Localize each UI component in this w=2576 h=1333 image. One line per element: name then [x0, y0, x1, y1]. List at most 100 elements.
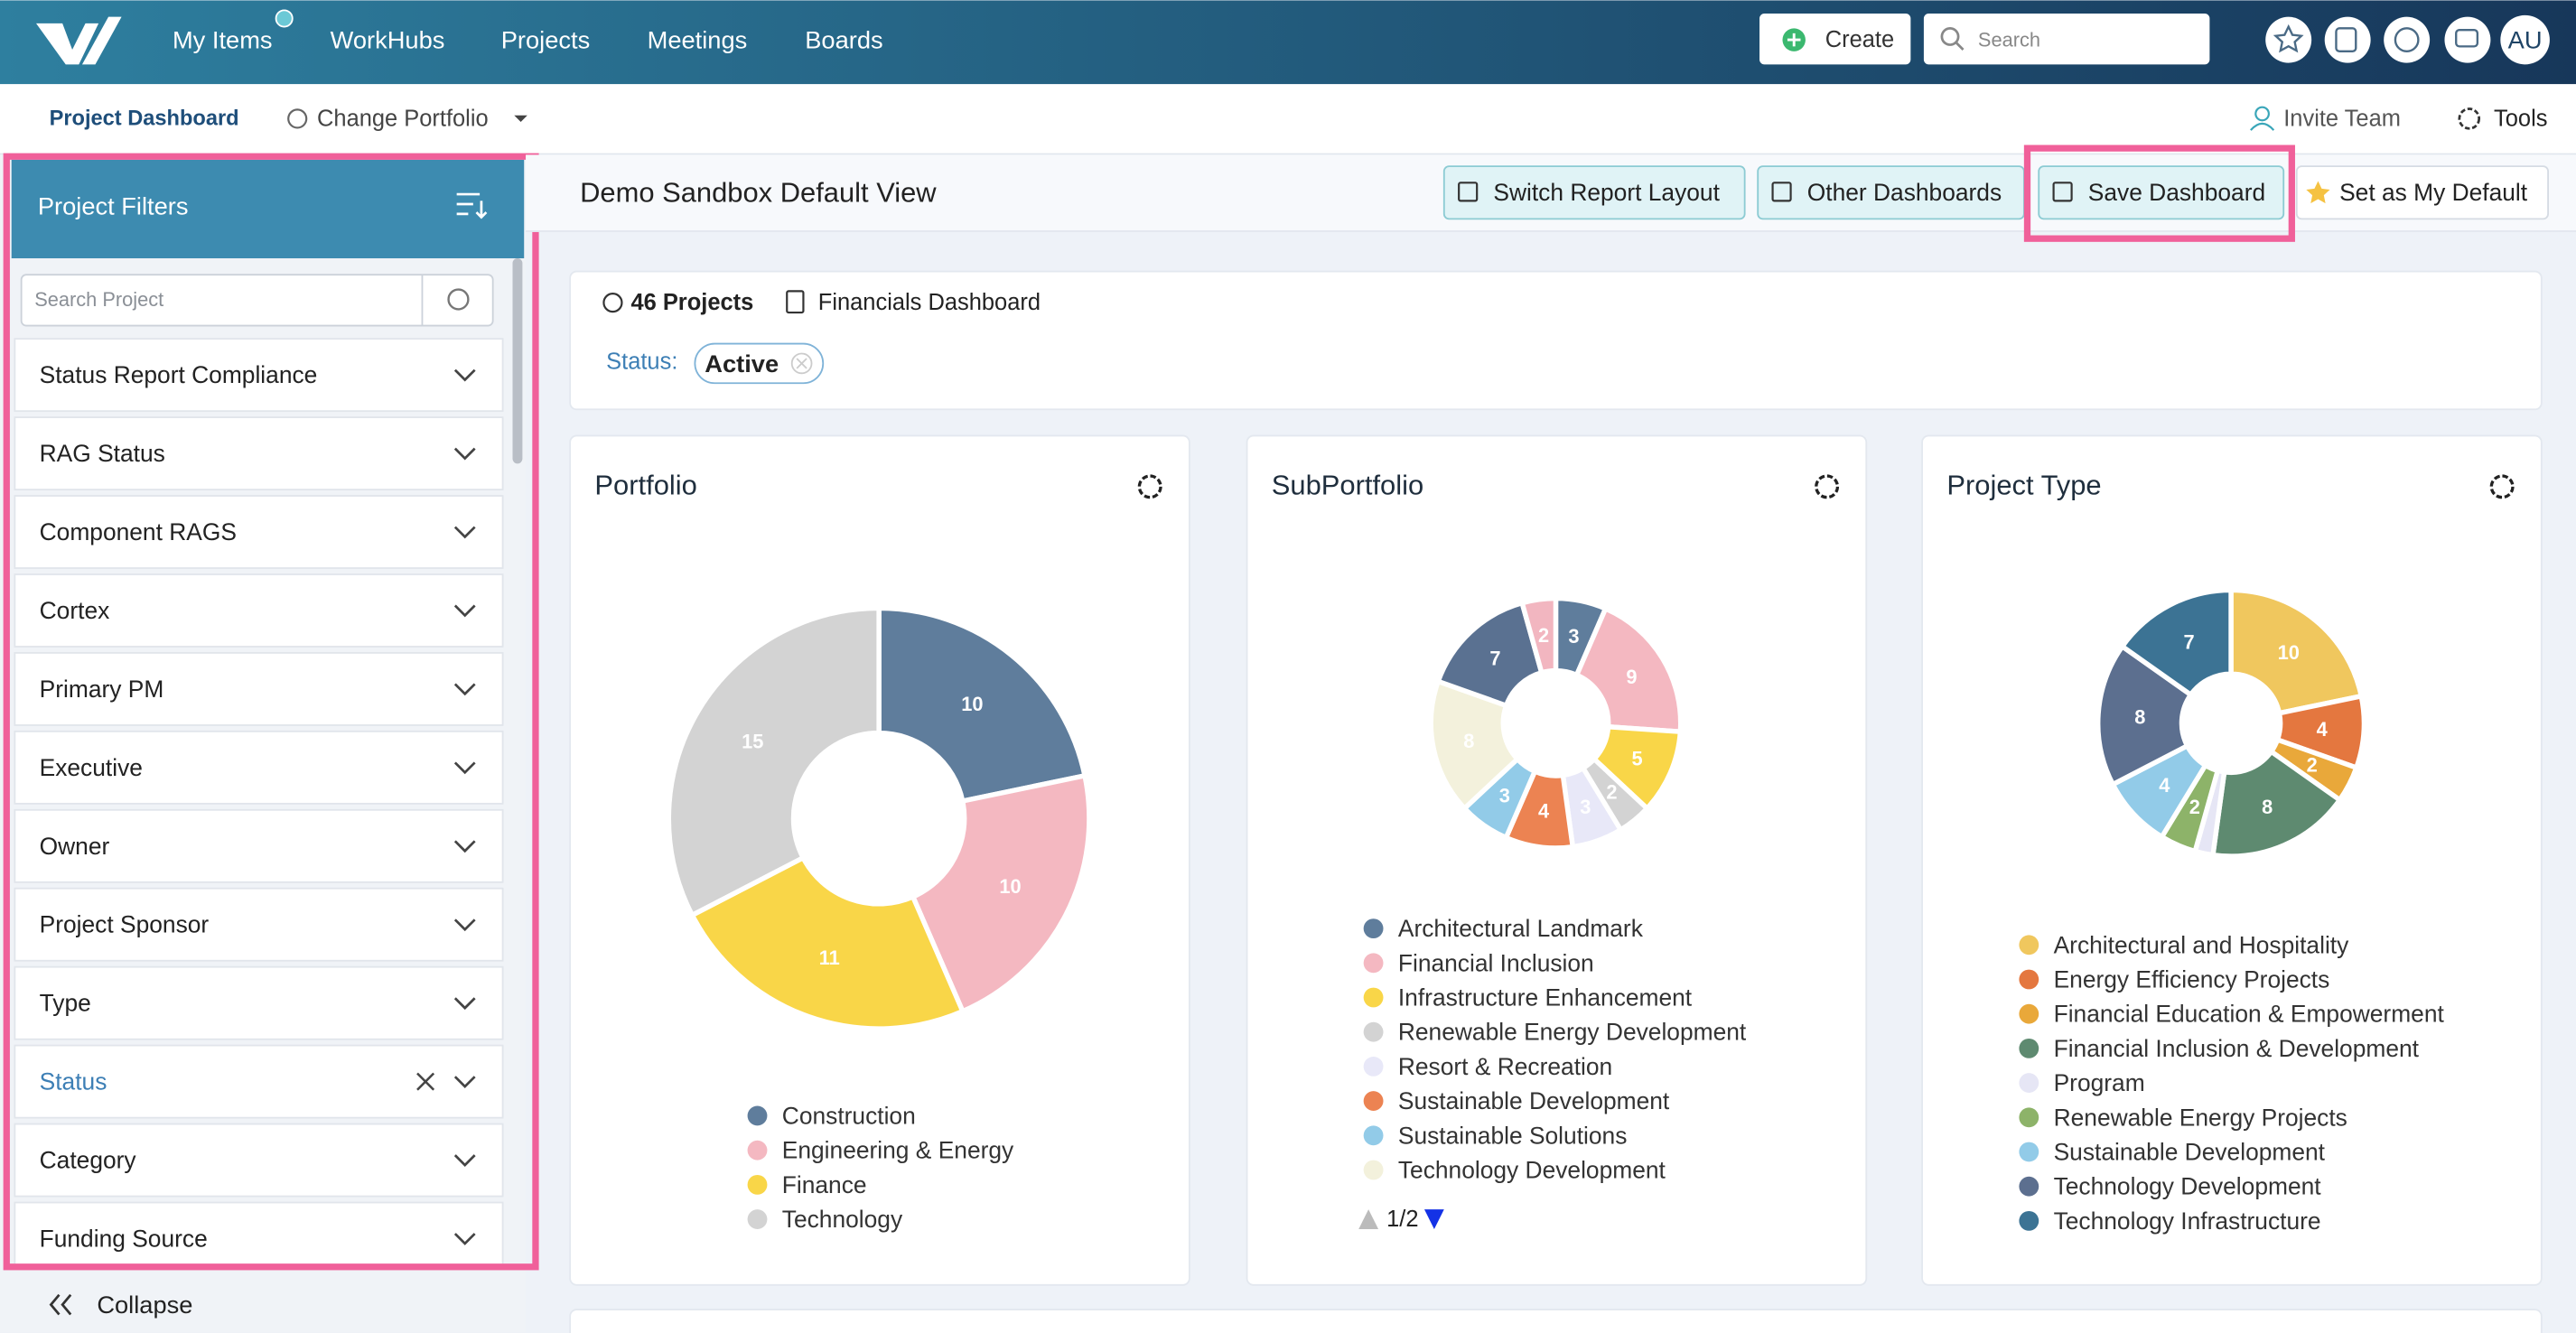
slice-label: 2	[2189, 796, 2200, 818]
search-box[interactable]	[1923, 13, 2210, 65]
header-button[interactable]	[1442, 165, 1746, 220]
filter-row[interactable]	[14, 1044, 504, 1119]
filter-row[interactable]	[14, 730, 504, 805]
logo[interactable]	[36, 16, 122, 65]
invite-team[interactable]: Invite Team	[2283, 106, 2401, 131]
tools[interactable]: Tools	[2494, 106, 2547, 131]
header-button[interactable]	[2295, 165, 2549, 220]
legend-label[interactable]: Sustainable Development	[2054, 1138, 2326, 1165]
search-button[interactable]	[447, 288, 470, 311]
chip-x	[796, 358, 807, 369]
filter-row[interactable]	[14, 495, 504, 569]
settings-icon[interactable]	[1137, 474, 1162, 499]
legend-label[interactable]: Technology Infrastructure	[2054, 1207, 2321, 1235]
filter-row[interactable]	[14, 1123, 504, 1198]
legend-label[interactable]: Program	[2054, 1069, 2145, 1096]
filter-row[interactable]	[14, 808, 504, 883]
legend-label[interactable]: Financial Education & Empowerment	[2054, 1001, 2445, 1028]
clear-filter[interactable]	[416, 1072, 435, 1091]
legend-prev[interactable]	[1358, 1209, 1379, 1229]
collapse[interactable]: Collapse	[97, 1291, 192, 1319]
user-initials: AU	[2508, 26, 2543, 54]
legend-label[interactable]: Finance	[782, 1171, 867, 1198]
legend-label[interactable]: Energy Efficiency Projects	[2054, 965, 2330, 993]
nav-item[interactable]: Boards	[805, 26, 882, 54]
pie-slice	[910, 773, 1092, 1014]
filter-row[interactable]	[14, 573, 504, 648]
switch-icon[interactable]	[2324, 16, 2371, 63]
filter-row[interactable]	[14, 1201, 504, 1274]
help-icon[interactable]	[2384, 16, 2431, 63]
legend-label[interactable]: Architectural and Hospitality	[2054, 931, 2350, 958]
legend-label[interactable]: Architectural Landmark	[1398, 915, 1644, 942]
legend-swatch	[747, 1209, 768, 1229]
star	[2273, 23, 2304, 53]
legend-swatch	[2019, 1210, 2039, 1231]
search-placeholder: Search	[1978, 29, 2040, 51]
chat-icon[interactable]	[2444, 16, 2491, 63]
chat-glyph	[2455, 29, 2479, 48]
invite-icon-body	[2250, 122, 2275, 131]
legend-label[interactable]: Technology Development	[1398, 1156, 1666, 1183]
legend-swatch	[2019, 935, 2039, 955]
header-button[interactable]	[2038, 165, 2285, 220]
legend-label[interactable]: Renewable Energy Projects	[2054, 1104, 2347, 1131]
legend-swatch	[1363, 1160, 1384, 1180]
legend-label[interactable]: Infrastructure Enhancement	[1398, 984, 1693, 1011]
nav-item[interactable]: Projects	[501, 26, 591, 54]
chevron	[453, 1154, 476, 1167]
settings-icon[interactable]	[2489, 474, 2515, 499]
chevron	[453, 840, 476, 853]
legend-label[interactable]: Engineering & Energy	[782, 1137, 1014, 1164]
project-search[interactable]	[20, 274, 494, 327]
filter-row[interactable]	[14, 965, 504, 1040]
legend-next[interactable]	[1423, 1209, 1444, 1229]
chart-card	[1246, 434, 1868, 1286]
status-value: Active	[705, 350, 779, 378]
pie-slice	[666, 605, 882, 918]
header-button-label: Save Dashboard	[2088, 179, 2265, 206]
favorites-icon[interactable]	[2265, 16, 2312, 63]
legend-swatch	[2019, 1073, 2039, 1093]
portfolio-icon	[287, 108, 308, 129]
legend-swatch	[1363, 953, 1384, 974]
filter-row[interactable]	[14, 416, 504, 491]
legend-swatch	[1363, 1056, 1384, 1077]
legend-label[interactable]: Resort & Recreation	[1398, 1053, 1612, 1080]
status-chip[interactable]	[694, 342, 825, 385]
legend-label[interactable]: Construction	[782, 1102, 916, 1129]
legend-label[interactable]: Technology Development	[2054, 1173, 2322, 1200]
nav-item[interactable]: Meetings	[648, 26, 748, 54]
legend-swatch	[747, 1174, 768, 1195]
sub-nav-title[interactable]: Project Dashboard	[50, 107, 239, 130]
slice-label: 3	[1499, 784, 1510, 806]
chevron	[453, 761, 476, 775]
change-portfolio[interactable]: Change Portfolio	[317, 106, 489, 131]
sidebar-title: Project Filters	[38, 191, 189, 219]
legend-swatch	[2019, 1003, 2039, 1024]
chip-remove[interactable]	[790, 352, 813, 375]
legend-label[interactable]: Financial Inclusion	[1398, 949, 1594, 976]
filter-row[interactable]	[14, 651, 504, 726]
filter-list: Status Report Compliance RAG Status Compon…	[14, 338, 504, 1274]
filter-row[interactable]	[14, 887, 504, 962]
help-glyph	[2394, 27, 2420, 53]
create-button[interactable]	[1759, 13, 1911, 65]
legend-label[interactable]: Sustainable Solutions	[1398, 1122, 1628, 1149]
legend-label[interactable]: Financial Inclusion & Development	[2054, 1035, 2420, 1062]
settings-icon[interactable]	[1815, 474, 1840, 499]
header-button-label: Set as My Default	[2339, 179, 2528, 206]
legend-label[interactable]: Technology	[782, 1206, 903, 1233]
legend-label[interactable]: Sustainable Development	[1398, 1087, 1670, 1114]
filter-row[interactable]	[14, 338, 504, 413]
avatar[interactable]	[2500, 14, 2550, 65]
sort-icon[interactable]	[456, 192, 488, 219]
nav-item[interactable]: WorkHubs	[331, 26, 445, 54]
invite-icon	[2254, 106, 2270, 122]
filter-label: Owner	[40, 833, 110, 860]
nav-item[interactable]: My Items	[173, 26, 273, 54]
dashboard-icon	[786, 290, 805, 314]
legend-label[interactable]: Renewable Energy Development	[1398, 1019, 1747, 1046]
charts: Portfolio 10 10 11 15 Construction Engineering…	[569, 434, 2543, 1286]
